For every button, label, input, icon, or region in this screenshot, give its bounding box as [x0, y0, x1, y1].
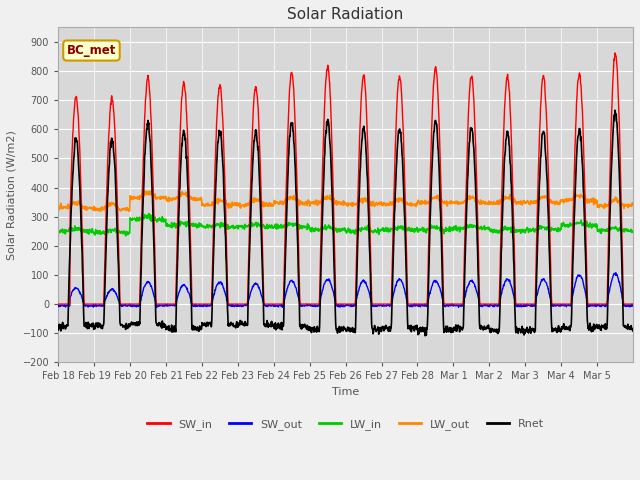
Rnet	[623, 324, 630, 329]
Rnet	[421, 333, 429, 339]
SW_in	[320, 129, 328, 135]
Rnet	[566, 328, 573, 334]
LW_in	[54, 229, 62, 235]
SW_in	[481, 301, 489, 307]
SW_in	[566, 301, 573, 307]
LW_out	[629, 202, 637, 208]
Rnet	[54, 327, 62, 333]
LW_in	[629, 229, 637, 235]
LW_out	[332, 198, 339, 204]
LW_in	[145, 212, 152, 218]
LW_in	[623, 226, 630, 232]
Line: LW_in: LW_in	[58, 214, 633, 236]
LW_in	[482, 226, 490, 232]
SW_out	[320, 282, 328, 288]
SW_out	[331, 297, 339, 303]
SW_in	[331, 242, 339, 248]
SW_out	[54, 303, 62, 309]
LW_out	[482, 200, 490, 205]
X-axis label: Time: Time	[332, 387, 359, 397]
Line: SW_in: SW_in	[58, 53, 633, 304]
SW_in	[144, 72, 152, 78]
Line: Rnet: Rnet	[58, 110, 633, 336]
Rnet	[629, 328, 637, 334]
SW_out	[629, 301, 637, 307]
SW_out	[566, 302, 573, 308]
Legend: SW_in, SW_out, LW_in, LW_out, Rnet: SW_in, SW_out, LW_in, LW_out, Rnet	[143, 415, 548, 434]
SW_in	[611, 50, 619, 56]
Line: SW_out: SW_out	[58, 273, 633, 308]
LW_out	[623, 203, 630, 208]
SW_in	[622, 301, 630, 307]
Rnet	[482, 325, 490, 331]
SW_in	[54, 301, 62, 307]
Rnet	[320, 178, 328, 183]
Rnet	[611, 108, 619, 113]
LW_in	[122, 233, 129, 239]
Text: BC_met: BC_met	[67, 44, 116, 57]
Y-axis label: Solar Radiation (W/m2): Solar Radiation (W/m2)	[7, 130, 17, 260]
LW_out	[321, 196, 328, 202]
SW_out	[623, 303, 630, 309]
Rnet	[144, 118, 152, 123]
SW_out	[144, 278, 152, 284]
SW_out	[612, 270, 620, 276]
LW_in	[332, 228, 339, 233]
LW_in	[321, 224, 328, 229]
LW_out	[141, 188, 149, 194]
SW_out	[153, 305, 161, 311]
Title: Solar Radiation: Solar Radiation	[287, 7, 404, 22]
LW_in	[566, 220, 574, 226]
LW_out	[125, 208, 132, 214]
SW_out	[482, 301, 490, 307]
LW_out	[145, 190, 152, 195]
LW_out	[566, 197, 574, 203]
LW_out	[54, 203, 62, 208]
Rnet	[331, 275, 339, 281]
Line: LW_out: LW_out	[58, 191, 633, 211]
SW_in	[629, 301, 637, 307]
LW_in	[145, 211, 152, 216]
